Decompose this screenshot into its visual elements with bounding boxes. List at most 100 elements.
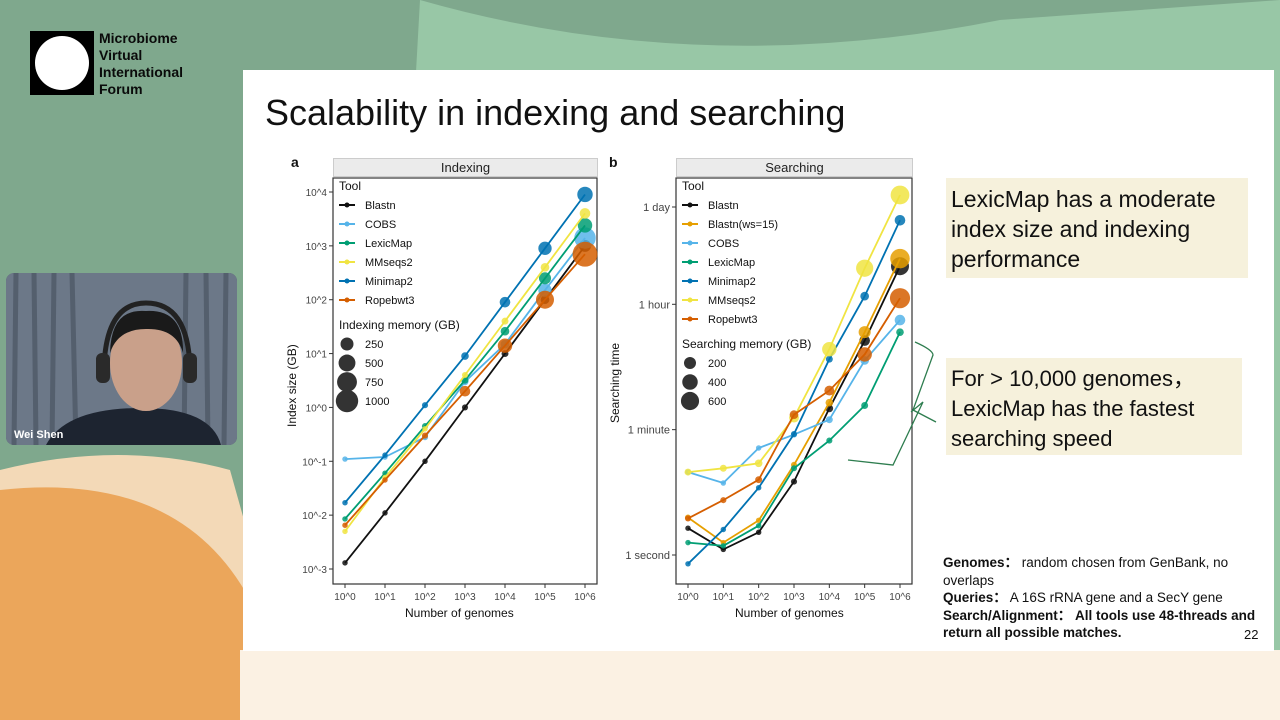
- legend-label: Minimap2: [708, 276, 756, 288]
- data-point-Minimap2: [342, 499, 348, 506]
- data-point-MMseqs2: [822, 342, 837, 357]
- data-point-MMseqs2: [540, 262, 550, 272]
- y-tick-label: 10^0: [306, 403, 328, 414]
- size-legend-label: 1000: [365, 396, 389, 408]
- size-legend-title: Searching memory (GB): [682, 337, 811, 351]
- data-point-Ropebwt3: [684, 515, 692, 522]
- data-point-Minimap2: [685, 561, 691, 567]
- data-point-LexicMap: [790, 465, 798, 472]
- participant-name: Wei Shen: [14, 429, 64, 441]
- x-tick-label: 10^1: [713, 592, 735, 603]
- y-tick-label: 10^-3: [302, 565, 327, 576]
- data-point-Blastn: [461, 404, 469, 411]
- x-tick-label: 10^3: [783, 592, 805, 603]
- data-point-Ropebwt3: [497, 338, 513, 353]
- data-point-COBS: [894, 314, 906, 326]
- facet-strip-searching: Searching: [676, 158, 913, 177]
- participant-video-frame: [6, 273, 237, 445]
- size-legend-dot: [340, 337, 354, 351]
- size-legend-dot: [337, 372, 357, 392]
- y-tick-label: 1 hour: [639, 299, 671, 311]
- size-legend-title: Indexing memory (GB): [339, 318, 460, 332]
- panel-label-b: b: [609, 154, 618, 170]
- y-tick-label: 1 minute: [628, 425, 670, 437]
- legend-label: Ropebwt3: [708, 314, 758, 326]
- data-point-Blastn: [790, 478, 798, 485]
- size-legend-label: 750: [365, 377, 383, 389]
- legend-label: MMseqs2: [365, 257, 413, 269]
- participant-video-tile[interactable]: Wei Shen: [6, 273, 237, 445]
- data-point-LexicMap: [500, 326, 510, 336]
- data-point-LexicMap: [861, 402, 869, 409]
- data-point-Ropebwt3: [382, 477, 388, 483]
- data-point-MMseqs2: [856, 259, 874, 277]
- legend-label: Minimap2: [365, 276, 413, 288]
- page-number: 22: [1244, 627, 1259, 642]
- data-point-LexicMap: [896, 328, 904, 336]
- size-legend-label: 250: [365, 339, 383, 351]
- legend-title: Tool: [339, 179, 361, 193]
- callout-index: LexicMap has a moderate index size and i…: [946, 178, 1248, 278]
- legend-key-dot: [344, 297, 350, 303]
- data-point-Minimap2: [894, 214, 906, 226]
- data-point-MMseqs2: [890, 185, 910, 205]
- data-point-MMseqs2: [461, 371, 469, 379]
- legend-key-dot: [687, 202, 693, 208]
- y-tick-label: 10^1: [306, 350, 328, 361]
- data-point-Minimap2: [755, 484, 762, 491]
- legend-key-dot: [344, 240, 350, 246]
- data-point-Blastn: [342, 560, 348, 566]
- data-point-LexicMap: [342, 516, 348, 522]
- data-point-Ropebwt3: [824, 385, 835, 396]
- size-legend-label: 200: [708, 358, 726, 370]
- panel-label-a: a: [291, 154, 299, 170]
- data-point-MMseqs2: [422, 426, 428, 432]
- data-point-Minimap2: [790, 430, 798, 438]
- data-point-Minimap2: [577, 186, 593, 203]
- data-point-Blastn(ws=15): [858, 326, 871, 339]
- x-tick-label: 10^2: [414, 592, 436, 603]
- data-point-Ropebwt3: [342, 522, 348, 528]
- callout-search: For > 10,000 genomes，LexicMap has the fa…: [946, 358, 1242, 455]
- y-tick-label: 10^3: [306, 242, 328, 253]
- legend-label: COBS: [708, 238, 739, 250]
- data-point-COBS: [720, 480, 727, 486]
- legend-key-dot: [344, 259, 350, 265]
- data-point-Ropebwt3: [857, 347, 872, 362]
- data-point-MMseqs2: [579, 208, 591, 219]
- x-axis-label-a: Number of genomes: [405, 606, 514, 620]
- legend-key-dot: [687, 316, 693, 322]
- legend-key-dot: [344, 221, 350, 227]
- legend-key-dot: [687, 259, 693, 265]
- plot-area: [675, 177, 913, 585]
- legend-label: MMseqs2: [708, 295, 756, 307]
- legend-key-dot: [687, 221, 693, 227]
- x-tick-label: 10^6: [889, 592, 911, 603]
- data-point-Minimap2: [720, 526, 727, 533]
- size-legend-dot: [682, 374, 698, 390]
- legend-key-dot: [687, 278, 693, 284]
- data-point-Ropebwt3: [889, 288, 911, 309]
- data-point-Minimap2: [421, 402, 429, 409]
- data-point-COBS: [342, 456, 348, 462]
- legend-key-dot: [687, 297, 693, 303]
- data-point-LexicMap: [685, 539, 691, 546]
- data-point-Ropebwt3: [535, 290, 555, 309]
- data-point-LexicMap: [755, 523, 762, 529]
- size-legend-label: 400: [708, 377, 726, 389]
- facet-strip-indexing: Indexing: [333, 158, 598, 177]
- slide-notes: Genomes： random chosen from GenBank, no …: [943, 555, 1256, 640]
- data-point-Minimap2: [825, 355, 833, 363]
- data-point-Ropebwt3: [755, 476, 763, 484]
- x-tick-label: 10^3: [454, 592, 476, 603]
- data-point-Minimap2: [499, 296, 511, 308]
- y-tick-label: 1 second: [625, 550, 670, 562]
- data-point-Blastn: [685, 525, 691, 531]
- data-point-MMseqs2: [501, 317, 509, 325]
- legend-key-dot: [344, 278, 350, 284]
- x-tick-label: 10^1: [374, 592, 396, 603]
- charts: 10^0 10^1 10^2 10^3 10^4 10^5 10^6 10^-3 10^-2 10…: [302, 177, 937, 603]
- size-legend-dot: [335, 389, 359, 413]
- y-tick-label: 10^2: [306, 296, 328, 307]
- data-point-MMseqs2: [684, 468, 692, 476]
